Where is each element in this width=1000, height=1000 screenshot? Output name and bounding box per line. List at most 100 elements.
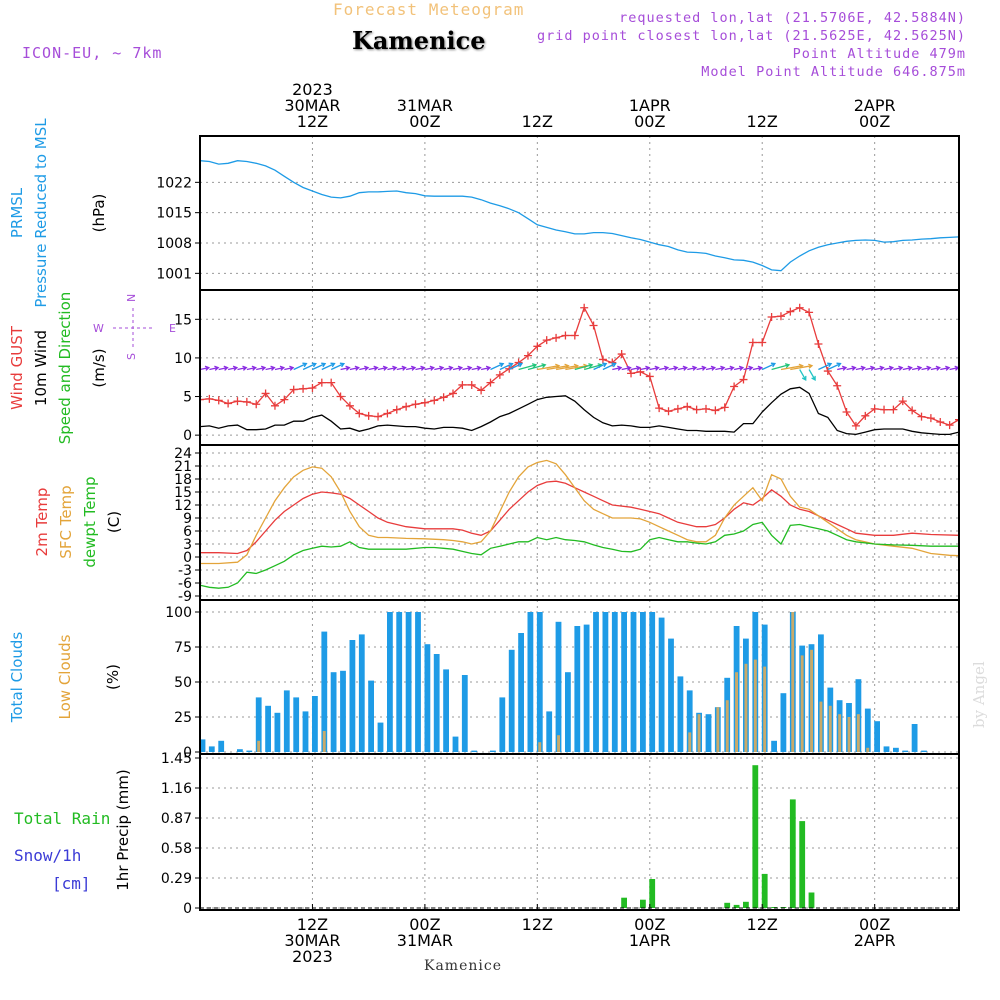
y-tick-label: 100 — [165, 605, 192, 621]
series-line — [200, 521, 959, 589]
wind-arrow — [424, 365, 435, 371]
gust-marker — [702, 404, 710, 413]
low-cloud-bar — [744, 663, 748, 752]
y-tick-label: 1001 — [156, 266, 192, 282]
gust-marker — [955, 415, 959, 424]
gust-marker — [533, 342, 542, 351]
time-label-bottom: 30MAR — [284, 931, 340, 950]
time-label-top: 12Z — [747, 112, 778, 131]
total-cloud-bar — [658, 617, 665, 752]
precip-bar — [724, 902, 731, 908]
axis-label: Low Clouds — [56, 634, 74, 719]
wind-arrow — [274, 365, 286, 371]
total-cloud-bar — [705, 714, 712, 752]
gust-marker — [252, 400, 261, 409]
total-cloud-bar — [321, 631, 328, 752]
gust-marker — [580, 303, 589, 312]
total-cloud-bar — [902, 750, 909, 752]
model-label: ICON-EU, ~ 7km — [22, 44, 163, 62]
y-tick-label: -6 — [178, 576, 192, 592]
gust-marker — [242, 397, 251, 406]
wind-arrow — [396, 365, 407, 371]
gust-marker — [561, 331, 570, 340]
y-tick-label: 15 — [174, 485, 192, 501]
gust-marker — [486, 378, 495, 387]
gust-marker — [308, 384, 317, 393]
wind-arrow — [743, 365, 754, 371]
total-cloud-bar — [302, 711, 309, 752]
y-tick-label: 25 — [174, 710, 192, 726]
wind-arrow — [855, 365, 866, 371]
axis-label: (hPa) — [90, 194, 108, 233]
total-cloud-bar — [405, 612, 412, 752]
wind-arrow — [677, 365, 688, 371]
gust-marker — [861, 411, 870, 420]
gust-marker — [374, 412, 383, 421]
rain-label: Total Rain — [14, 809, 110, 828]
y-tick-label: 12 — [174, 498, 192, 514]
series-line — [200, 160, 959, 272]
total-cloud-bar — [387, 612, 393, 752]
gust-marker — [795, 303, 804, 312]
time-label-bottom: 31MAR — [397, 931, 453, 950]
wind-arrow — [602, 362, 617, 371]
gust-marker — [336, 392, 345, 401]
y-tick-label: 10 — [174, 351, 192, 367]
precip-bar — [649, 879, 656, 908]
y-tick-label: -3 — [178, 563, 192, 579]
low-cloud-bar — [557, 735, 560, 752]
gust-marker — [364, 411, 373, 420]
wind-arrow — [790, 363, 814, 371]
wind-arrow — [705, 365, 717, 371]
total-cloud-bar — [293, 697, 300, 752]
total-cloud-bar — [527, 612, 534, 752]
wind-arrow — [658, 365, 670, 371]
series-line — [200, 306, 959, 427]
total-cloud-bar — [499, 697, 506, 752]
wind-arrow — [462, 365, 473, 371]
wind-arrow — [340, 365, 351, 371]
wind-arrow — [490, 362, 505, 371]
wind-arrow — [883, 365, 895, 371]
axis-label: Speed and Direction — [56, 292, 74, 445]
time-label-bottom: 00Z — [634, 915, 665, 934]
gust-marker — [402, 402, 411, 411]
wind-arrow — [265, 365, 276, 371]
gust-marker — [711, 406, 720, 415]
panel-wind: 0 5 10 15 W E N S Wind GUST 10m Wind Speed and Dir… — [8, 289, 960, 446]
axis-label: Total Clouds — [8, 632, 26, 724]
wind-arrow — [761, 362, 777, 371]
panel-precip: 0 0.29 0.58 0.87 1.16 1.45 Total Rain Snow/1h [c… — [14, 751, 960, 917]
wind-arrow — [527, 363, 547, 371]
gust-marker — [224, 399, 233, 408]
compass-n: N — [125, 294, 138, 302]
gust-marker — [814, 340, 823, 349]
gust-marker — [945, 421, 954, 430]
gust-marker — [786, 307, 795, 316]
total-cloud-bar — [546, 711, 553, 752]
panel-frame — [199, 753, 960, 911]
gridpoint-coordinates: grid point closest lon,lat (21.5625E, 42… — [536, 28, 966, 44]
time-label-bottom: 00Z — [409, 915, 440, 934]
gust-marker — [851, 421, 860, 430]
wind-arrow — [256, 365, 267, 371]
gust-marker — [720, 403, 729, 412]
gust-marker — [542, 336, 551, 345]
time-label-bottom: 12Z — [297, 915, 328, 934]
time-label-bottom: 00Z — [859, 915, 890, 934]
total-cloud-bar — [771, 740, 777, 752]
footer-location: Kamenice — [424, 958, 502, 974]
gust-marker — [880, 405, 889, 414]
compass-s: S — [125, 353, 138, 360]
time-label-top: 30MAR — [284, 96, 340, 115]
total-cloud-bar — [330, 672, 337, 752]
series-line — [200, 386, 959, 436]
gust-marker — [664, 407, 673, 416]
time-label-bottom: 2APR — [854, 931, 896, 950]
wind-arrow — [200, 365, 211, 371]
wind-arrow — [893, 365, 904, 371]
time-label-top: 00Z — [409, 112, 440, 131]
low-cloud-bar — [838, 714, 842, 752]
total-cloud-bar — [621, 612, 627, 752]
compass-w: W — [93, 322, 104, 335]
